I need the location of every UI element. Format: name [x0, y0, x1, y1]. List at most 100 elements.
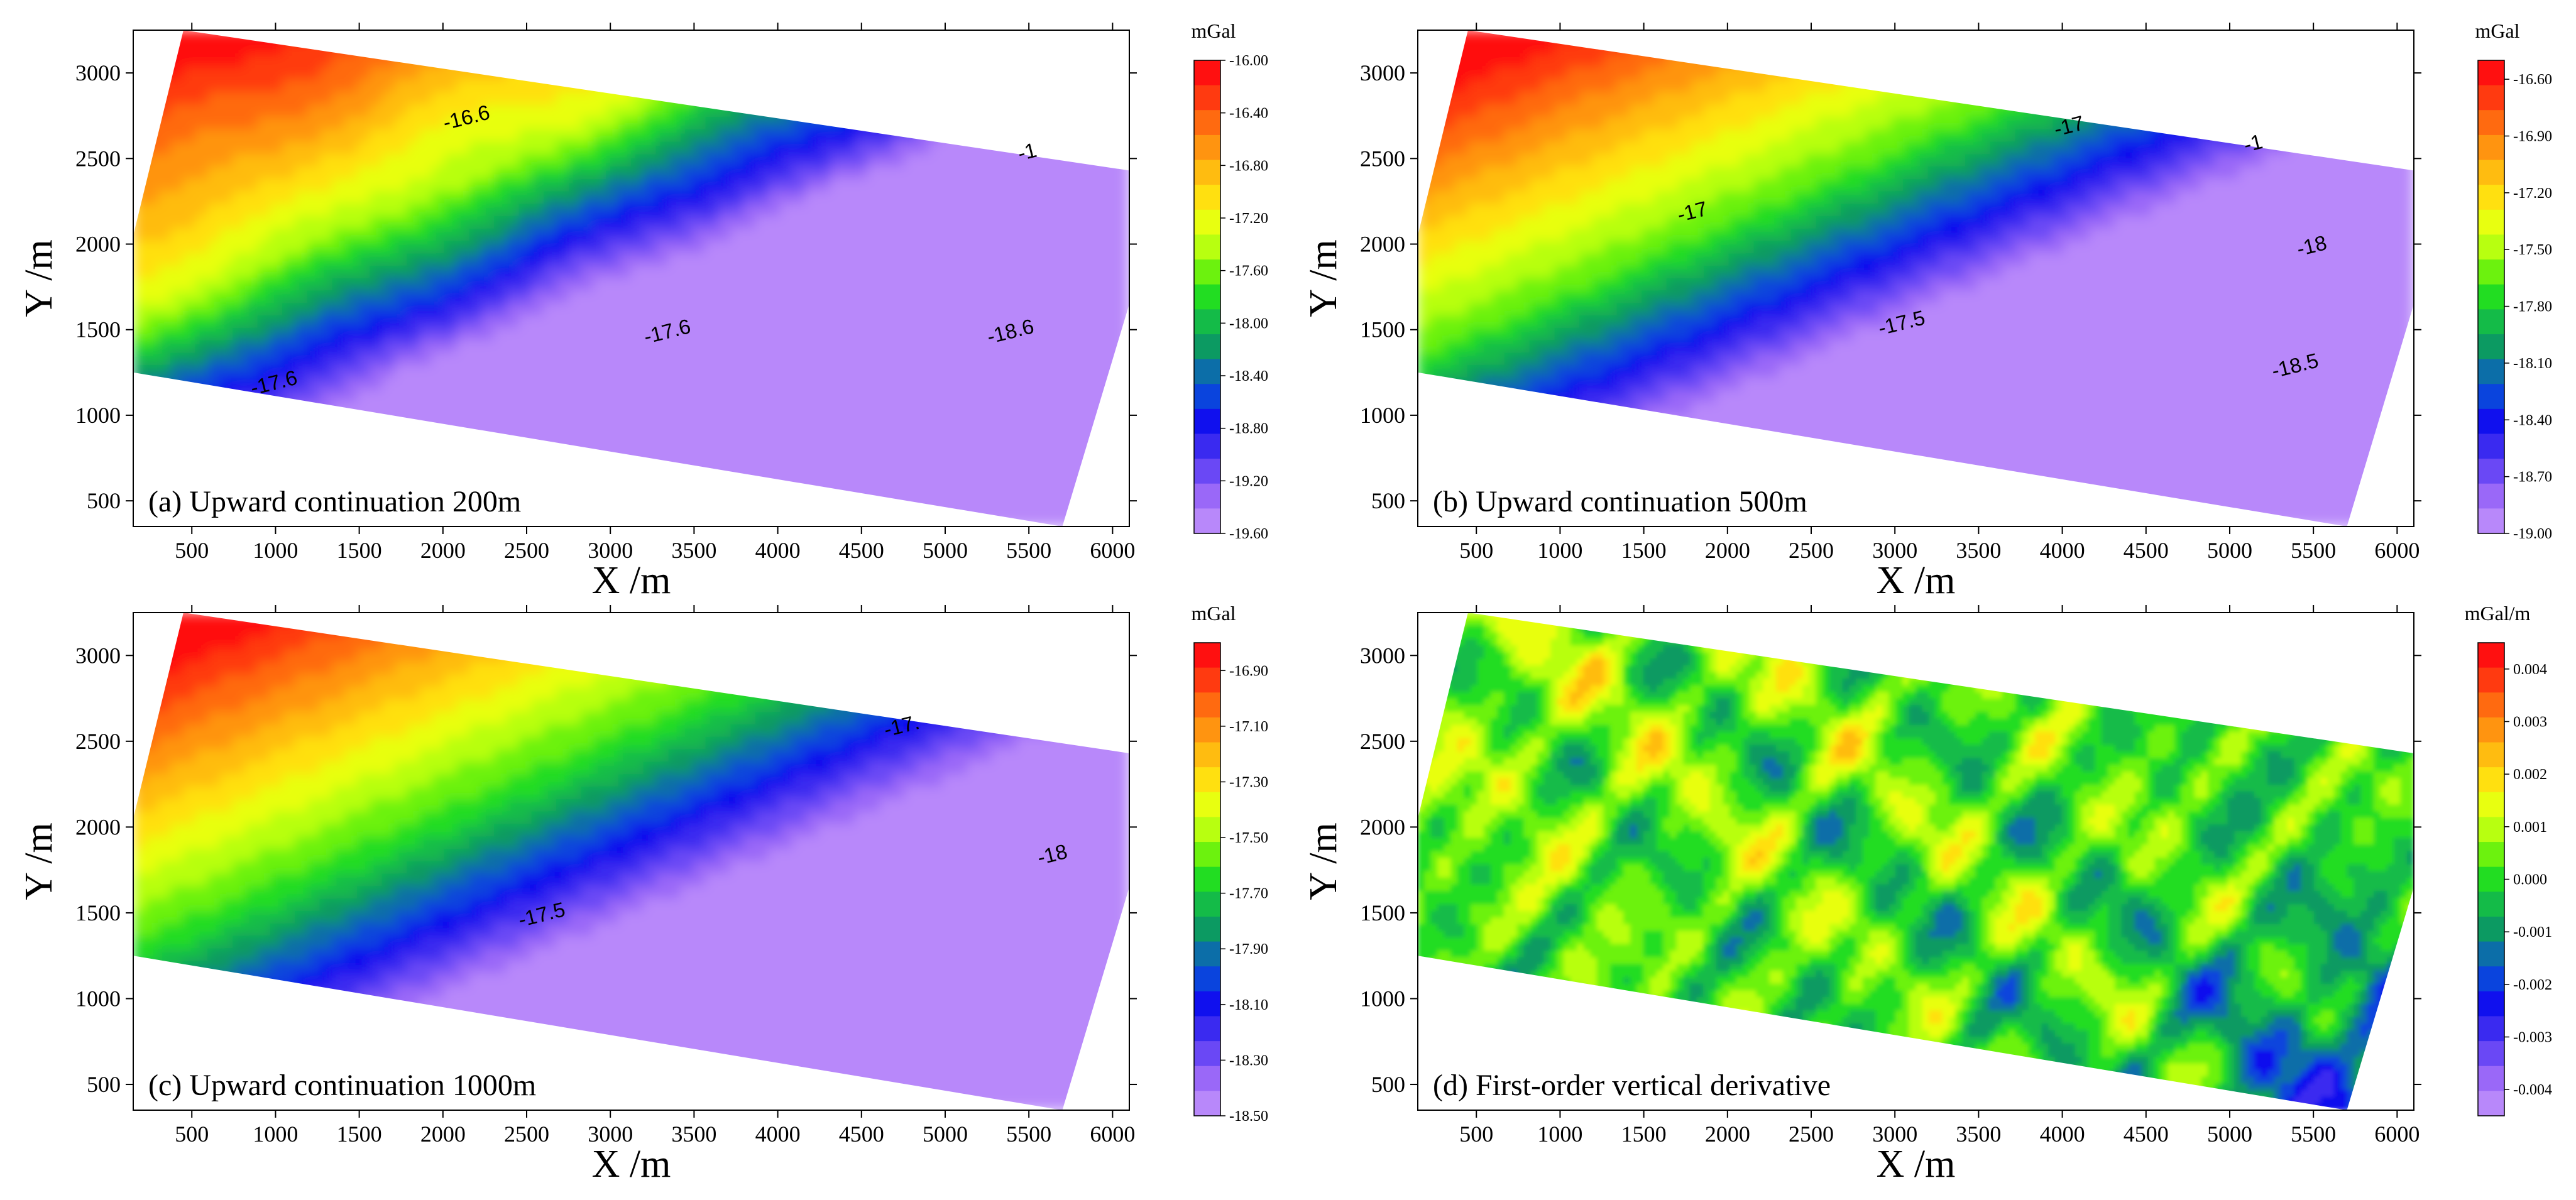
- colorbar-swatch: [2478, 817, 2504, 843]
- x-tick-label: 3500: [671, 538, 716, 563]
- colorbar-swatch: [2478, 160, 2504, 185]
- y-tick-label: 2000: [1360, 814, 1405, 839]
- colorbar-swatch: [1194, 334, 1220, 360]
- colorbar-swatch: [2478, 334, 2504, 360]
- panel-title: (b) Upward continuation 500m: [1433, 485, 1807, 518]
- x-tick-label: 1000: [1537, 1121, 1582, 1147]
- x-tick-label: 2500: [504, 538, 549, 563]
- y-tick-label: 1500: [75, 317, 121, 342]
- y-tick-label: 1500: [1360, 900, 1405, 925]
- colorbar-swatch: [1194, 966, 1220, 992]
- colorbar-swatch: [2478, 966, 2504, 992]
- colorbar-swatch: [2478, 792, 2504, 818]
- colorbar-label: -17.10: [1229, 719, 1268, 735]
- colorbar-label: 0.001: [2513, 819, 2547, 836]
- x-tick-label: 3000: [588, 538, 633, 563]
- plot-frame: [133, 30, 1130, 527]
- colorbar-swatch: [1194, 842, 1220, 868]
- y-tick-label: 2500: [1360, 729, 1405, 754]
- x-tick-label: 1500: [337, 1121, 382, 1147]
- contour-fill: [1418, 30, 2414, 526]
- x-tick-label: 2000: [1705, 1121, 1750, 1147]
- colorbar-swatch: [1194, 85, 1220, 111]
- y-tick-label: 500: [87, 1072, 121, 1097]
- colorbar-swatch: [2478, 259, 2504, 285]
- x-tick-label: 5500: [1006, 538, 1051, 563]
- colorbar: mGal -16.60 -16.90 -17.20 -17.50 -17.80 -18.10…: [2475, 19, 2552, 542]
- colorbar-swatch: [1194, 991, 1220, 1017]
- x-tick-label: 4000: [755, 538, 801, 563]
- contour-fill: [133, 613, 1129, 1110]
- colorbar-swatch: [2478, 459, 2504, 484]
- colorbar-label: -17.90: [1229, 941, 1268, 957]
- x-tick-label: 1500: [337, 538, 382, 563]
- colorbar-swatch: [2478, 434, 2504, 459]
- x-tick-label: 4000: [2040, 538, 2085, 563]
- x-tick-label: 6000: [1090, 1121, 1135, 1147]
- contour-fill: [1418, 613, 2414, 1110]
- colorbar-unit: mGal/m: [2465, 602, 2531, 625]
- colorbar-label: -18.40: [1229, 368, 1268, 385]
- x-tick-label: 3000: [588, 1121, 633, 1147]
- colorbar-label: -17.60: [1229, 263, 1268, 280]
- x-tick-label: 4000: [2040, 1121, 2085, 1147]
- x-tick-label: 6000: [2374, 1121, 2420, 1147]
- x-axis-label: X /m: [1877, 559, 1956, 602]
- x-tick-label: 1500: [1621, 1121, 1667, 1147]
- y-tick-label: 1500: [75, 900, 121, 925]
- colorbar-swatch: [1194, 792, 1220, 818]
- colorbar-swatch: [1194, 1016, 1220, 1042]
- colorbar-swatch: [1194, 508, 1220, 534]
- colorbar-swatch: [2478, 110, 2504, 136]
- x-tick-label: 4000: [755, 1121, 801, 1147]
- colorbar-label: -17.70: [1229, 886, 1268, 902]
- colorbar-swatch: [1194, 408, 1220, 435]
- colorbar-swatch: [1194, 483, 1220, 509]
- colorbar-swatch: [2478, 667, 2504, 693]
- x-tick-label: 3500: [1956, 1121, 2001, 1147]
- colorbar-swatch: [1194, 1066, 1220, 1091]
- colorbar-swatch: [1194, 717, 1220, 743]
- colorbar-label: -0.004: [2513, 1082, 2552, 1098]
- colorbar-label: -16.80: [1229, 158, 1268, 174]
- x-tick-label: 3500: [1956, 538, 2001, 563]
- y-axis-label: Y /m: [18, 239, 60, 317]
- x-tick-label: 6000: [1090, 538, 1135, 563]
- x-tick-label: 5500: [2291, 1121, 2336, 1147]
- y-axis-label: Y /m: [1302, 239, 1345, 317]
- colorbar-swatch: [1194, 185, 1220, 210]
- colorbar-swatch: [2478, 85, 2504, 111]
- x-tick-label: 2500: [1789, 1121, 1834, 1147]
- colorbar-swatch: [1194, 643, 1220, 668]
- colorbar-swatch: [1194, 309, 1220, 335]
- colorbar-swatch: [2478, 941, 2504, 967]
- colorbar-label: -18.10: [2513, 356, 2552, 372]
- colorbar-frame: [2477, 60, 2505, 534]
- colorbar-swatch: [1194, 916, 1220, 942]
- colorbar-label: -18.70: [2513, 469, 2552, 486]
- colorbar-swatch: [2478, 742, 2504, 768]
- colorbar-swatch: [1194, 110, 1220, 136]
- colorbar-swatch: [1194, 866, 1220, 892]
- panel-a-chart: 500 1000 1500 2000 2500 3000 3500 4000 4500 5000 5…: [18, 19, 1268, 602]
- colorbar-label: -17.80: [2513, 299, 2552, 315]
- contour-fill: [133, 30, 1129, 526]
- colorbar-swatch: [2478, 408, 2504, 435]
- colorbar-label: -17.50: [1229, 830, 1268, 846]
- x-tick-label: 500: [175, 1121, 209, 1147]
- x-tick-label: 3500: [671, 1121, 716, 1147]
- colorbar-label: -16.90: [2513, 128, 2552, 145]
- colorbar-label: 0.004: [2513, 662, 2547, 678]
- x-tick-label: 5000: [2207, 1121, 2252, 1147]
- colorbar-swatch: [2478, 866, 2504, 892]
- x-tick-label: 3000: [1872, 1121, 1917, 1147]
- y-tick-label: 500: [1371, 488, 1405, 513]
- colorbar-swatch: [2478, 1041, 2504, 1067]
- colorbar-swatch: [2478, 916, 2504, 942]
- x-tick-label: 5000: [923, 1121, 968, 1147]
- colorbar-label: -0.002: [2513, 977, 2552, 993]
- colorbar-swatch: [2478, 842, 2504, 868]
- colorbar-swatch: [1194, 941, 1220, 967]
- colorbar-label: -17.50: [2513, 242, 2552, 258]
